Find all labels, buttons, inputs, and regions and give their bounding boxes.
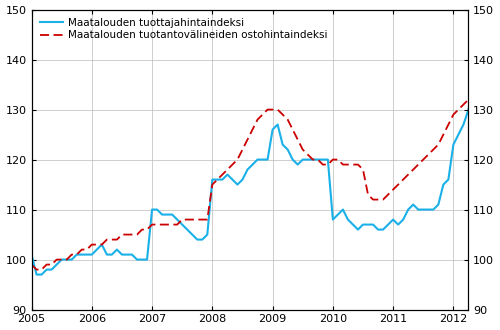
Maatalouden tuottajahintaindeksi: [476, 78, 482, 82]
Maatalouden tuotantovälineiden ostohintaindeksi: [330, 158, 336, 162]
Maatalouden tuottajahintaindeksi: [290, 158, 296, 162]
Maatalouden tuottajahintaindeksi: [149, 208, 155, 212]
Maatalouden tuotantovälineiden ostohintaindeksi: [34, 268, 40, 272]
Maatalouden tuottajahintaindeksi: [129, 252, 135, 256]
Maatalouden tuottajahintaindeksi: [34, 273, 40, 277]
Maatalouden tuottajahintaindeksi: [28, 252, 34, 256]
Maatalouden tuotantovälineiden ostohintaindeksi: [490, 93, 496, 97]
Legend: Maatalouden tuottajahintaindeksi, Maatalouden tuotantovälineiden ostohintaindeks: Maatalouden tuottajahintaindeksi, Maatal…: [37, 15, 331, 44]
Maatalouden tuotantovälineiden ostohintaindeksi: [129, 233, 135, 237]
Maatalouden tuotantovälineiden ostohintaindeksi: [149, 223, 155, 227]
Maatalouden tuotantovälineiden ostohintaindeksi: [290, 128, 296, 132]
Line: Maatalouden tuottajahintaindeksi: Maatalouden tuottajahintaindeksi: [32, 80, 500, 275]
Maatalouden tuottajahintaindeksi: [330, 217, 336, 221]
Maatalouden tuottajahintaindeksi: [496, 103, 500, 107]
Maatalouden tuotantovälineiden ostohintaindeksi: [28, 263, 34, 267]
Line: Maatalouden tuotantovälineiden ostohintaindeksi: Maatalouden tuotantovälineiden ostohinta…: [32, 80, 500, 270]
